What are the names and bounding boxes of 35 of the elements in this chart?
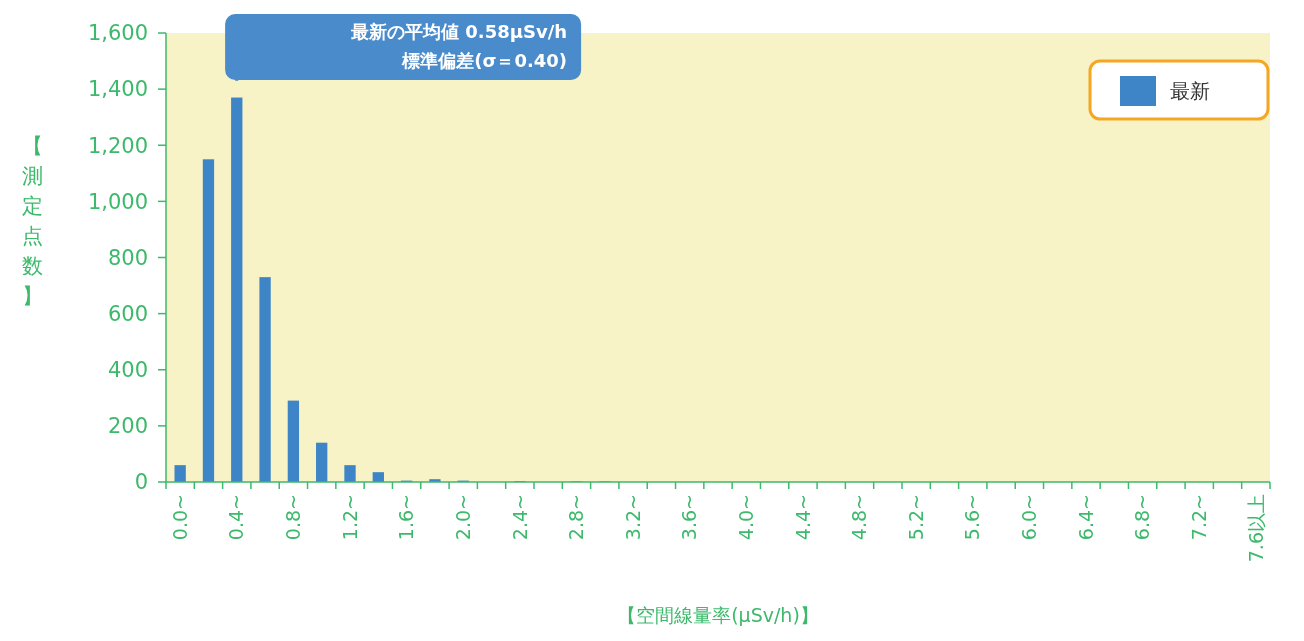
x-tick-label: 1.2~ xyxy=(338,494,361,541)
x-tick-label: 2.0~ xyxy=(451,494,474,541)
annotation: 最新の平均値 0.58μSv/h xyxy=(350,21,568,42)
x-tick-label: 7.6以上 xyxy=(1244,494,1267,563)
x-tick-label: 4.4~ xyxy=(791,494,814,541)
callout-box: 最新の平均値 0.58μSv/h 標準偏差(σ＝0.40) xyxy=(225,14,582,81)
x-tick-label: 6.8~ xyxy=(1131,494,1154,541)
y-tick-label: 1,200 xyxy=(87,133,148,158)
x-tick-label: 0.4~ xyxy=(225,494,248,541)
x-tick-label: 4.0~ xyxy=(734,494,757,541)
x-tick-label: 5.2~ xyxy=(904,494,927,541)
y-tick-label: 600 xyxy=(107,301,148,326)
x-tick-label: 2.8~ xyxy=(565,494,588,541)
y-tick-label: 400 xyxy=(107,358,148,383)
x-tick-label: 7.2~ xyxy=(1187,494,1210,541)
y-tick-label: 0 xyxy=(134,470,148,495)
y-tick-label: 1,000 xyxy=(87,189,148,214)
x-tick-label: 6.0~ xyxy=(1018,494,1041,541)
x-tick-label: 3.2~ xyxy=(621,494,644,541)
x-tick-label: 4.8~ xyxy=(848,494,871,541)
x-tick-label: 0.0~ xyxy=(168,494,191,541)
x-tick-label: 2.4~ xyxy=(508,494,531,541)
y-axis-title: 【測定点数】 xyxy=(21,133,43,308)
annotation: 標準偏差(σ＝0.40) xyxy=(401,50,568,71)
x-tick-label: 0.8~ xyxy=(282,494,305,541)
x-axis-title: 【空間線量率(μSv/h)】 xyxy=(617,604,819,626)
x-tick-label: 6.4~ xyxy=(1074,494,1097,541)
y-tick-label: 1,400 xyxy=(87,77,148,102)
x-tick-label: 1.6~ xyxy=(395,494,418,541)
y-tick-label: 200 xyxy=(107,414,148,439)
x-tick-label: 3.6~ xyxy=(678,494,701,541)
y-tick-label: 1,600 xyxy=(87,21,148,46)
x-tick-label: 5.6~ xyxy=(961,494,984,541)
legend-label: 最新 xyxy=(1170,79,1210,103)
y-tick-label: 800 xyxy=(107,245,148,270)
